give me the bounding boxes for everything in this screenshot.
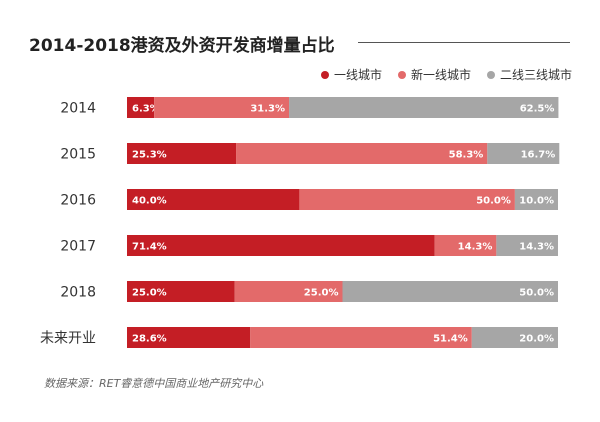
- legend-item-tier1: 一线城市: [320, 66, 382, 83]
- bar-segment: [236, 143, 488, 164]
- legend-swatch-tier1: [320, 70, 329, 79]
- legend-label-tier23: 二线三线城市: [499, 68, 572, 82]
- legend-label-new-tier1: 新一线城市: [410, 68, 471, 82]
- category-label: 2017: [60, 239, 96, 255]
- data-label: 50.0%: [519, 288, 554, 299]
- data-label: 14.3%: [519, 242, 554, 253]
- data-label: 62.5%: [520, 104, 555, 115]
- data-label: 25.0%: [132, 288, 167, 299]
- bar-segment: [234, 281, 343, 302]
- bar-segment: [250, 327, 472, 348]
- bar-segment: [127, 143, 237, 164]
- bar-segment: [434, 235, 497, 256]
- legend-swatch-new-tier1: [397, 70, 406, 79]
- bar-segment: [514, 189, 558, 210]
- category-label: 未来开业: [40, 331, 96, 347]
- data-label: 58.3%: [449, 150, 484, 161]
- category-label: 2018: [60, 285, 96, 301]
- title-rule: [358, 42, 570, 43]
- data-label: 40.0%: [132, 196, 167, 207]
- data-label: 14.3%: [458, 242, 493, 253]
- bar-segment: [127, 281, 235, 302]
- category-label: 2014: [60, 101, 96, 117]
- legend-label-tier1: 一线城市: [333, 68, 382, 82]
- data-label: 25.0%: [304, 288, 339, 299]
- data-label: 6.3%: [132, 104, 160, 115]
- bar-segment: [127, 97, 155, 118]
- data-label: 20.0%: [519, 334, 554, 345]
- legend-swatch-tier23: [486, 70, 495, 79]
- bar-segment: [127, 189, 300, 210]
- category-label: 2015: [60, 147, 96, 163]
- legend-item-new-tier1: 新一线城市: [397, 66, 471, 83]
- data-label: 16.7%: [521, 150, 556, 161]
- bar-segment: [342, 281, 558, 302]
- bar-segment: [154, 97, 290, 118]
- chart-title: 2014-2018港资及外资开发商增量占比: [29, 36, 335, 56]
- bar-segment: [471, 327, 558, 348]
- data-label: 10.0%: [519, 196, 554, 207]
- bar-segment: [299, 189, 515, 210]
- bar-segment: [487, 143, 560, 164]
- data-label: 50.0%: [476, 196, 511, 207]
- bar-segment: [289, 97, 559, 118]
- source-note: 数据来源：RET睿意德中国商业地产研究中心: [44, 377, 264, 390]
- data-label: 31.3%: [250, 104, 285, 115]
- bar-segment: [127, 235, 435, 256]
- data-label: 25.3%: [132, 150, 167, 161]
- legend-item-tier23: 二线三线城市: [486, 66, 572, 83]
- data-label: 71.4%: [132, 242, 167, 253]
- data-label: 51.4%: [433, 334, 468, 345]
- data-label: 28.6%: [132, 334, 167, 345]
- category-label: 2016: [60, 193, 96, 209]
- legend: 一线城市 新一线城市 二线三线城市: [305, 66, 572, 83]
- bar-segment: [496, 235, 558, 256]
- bar-segment: [127, 327, 251, 348]
